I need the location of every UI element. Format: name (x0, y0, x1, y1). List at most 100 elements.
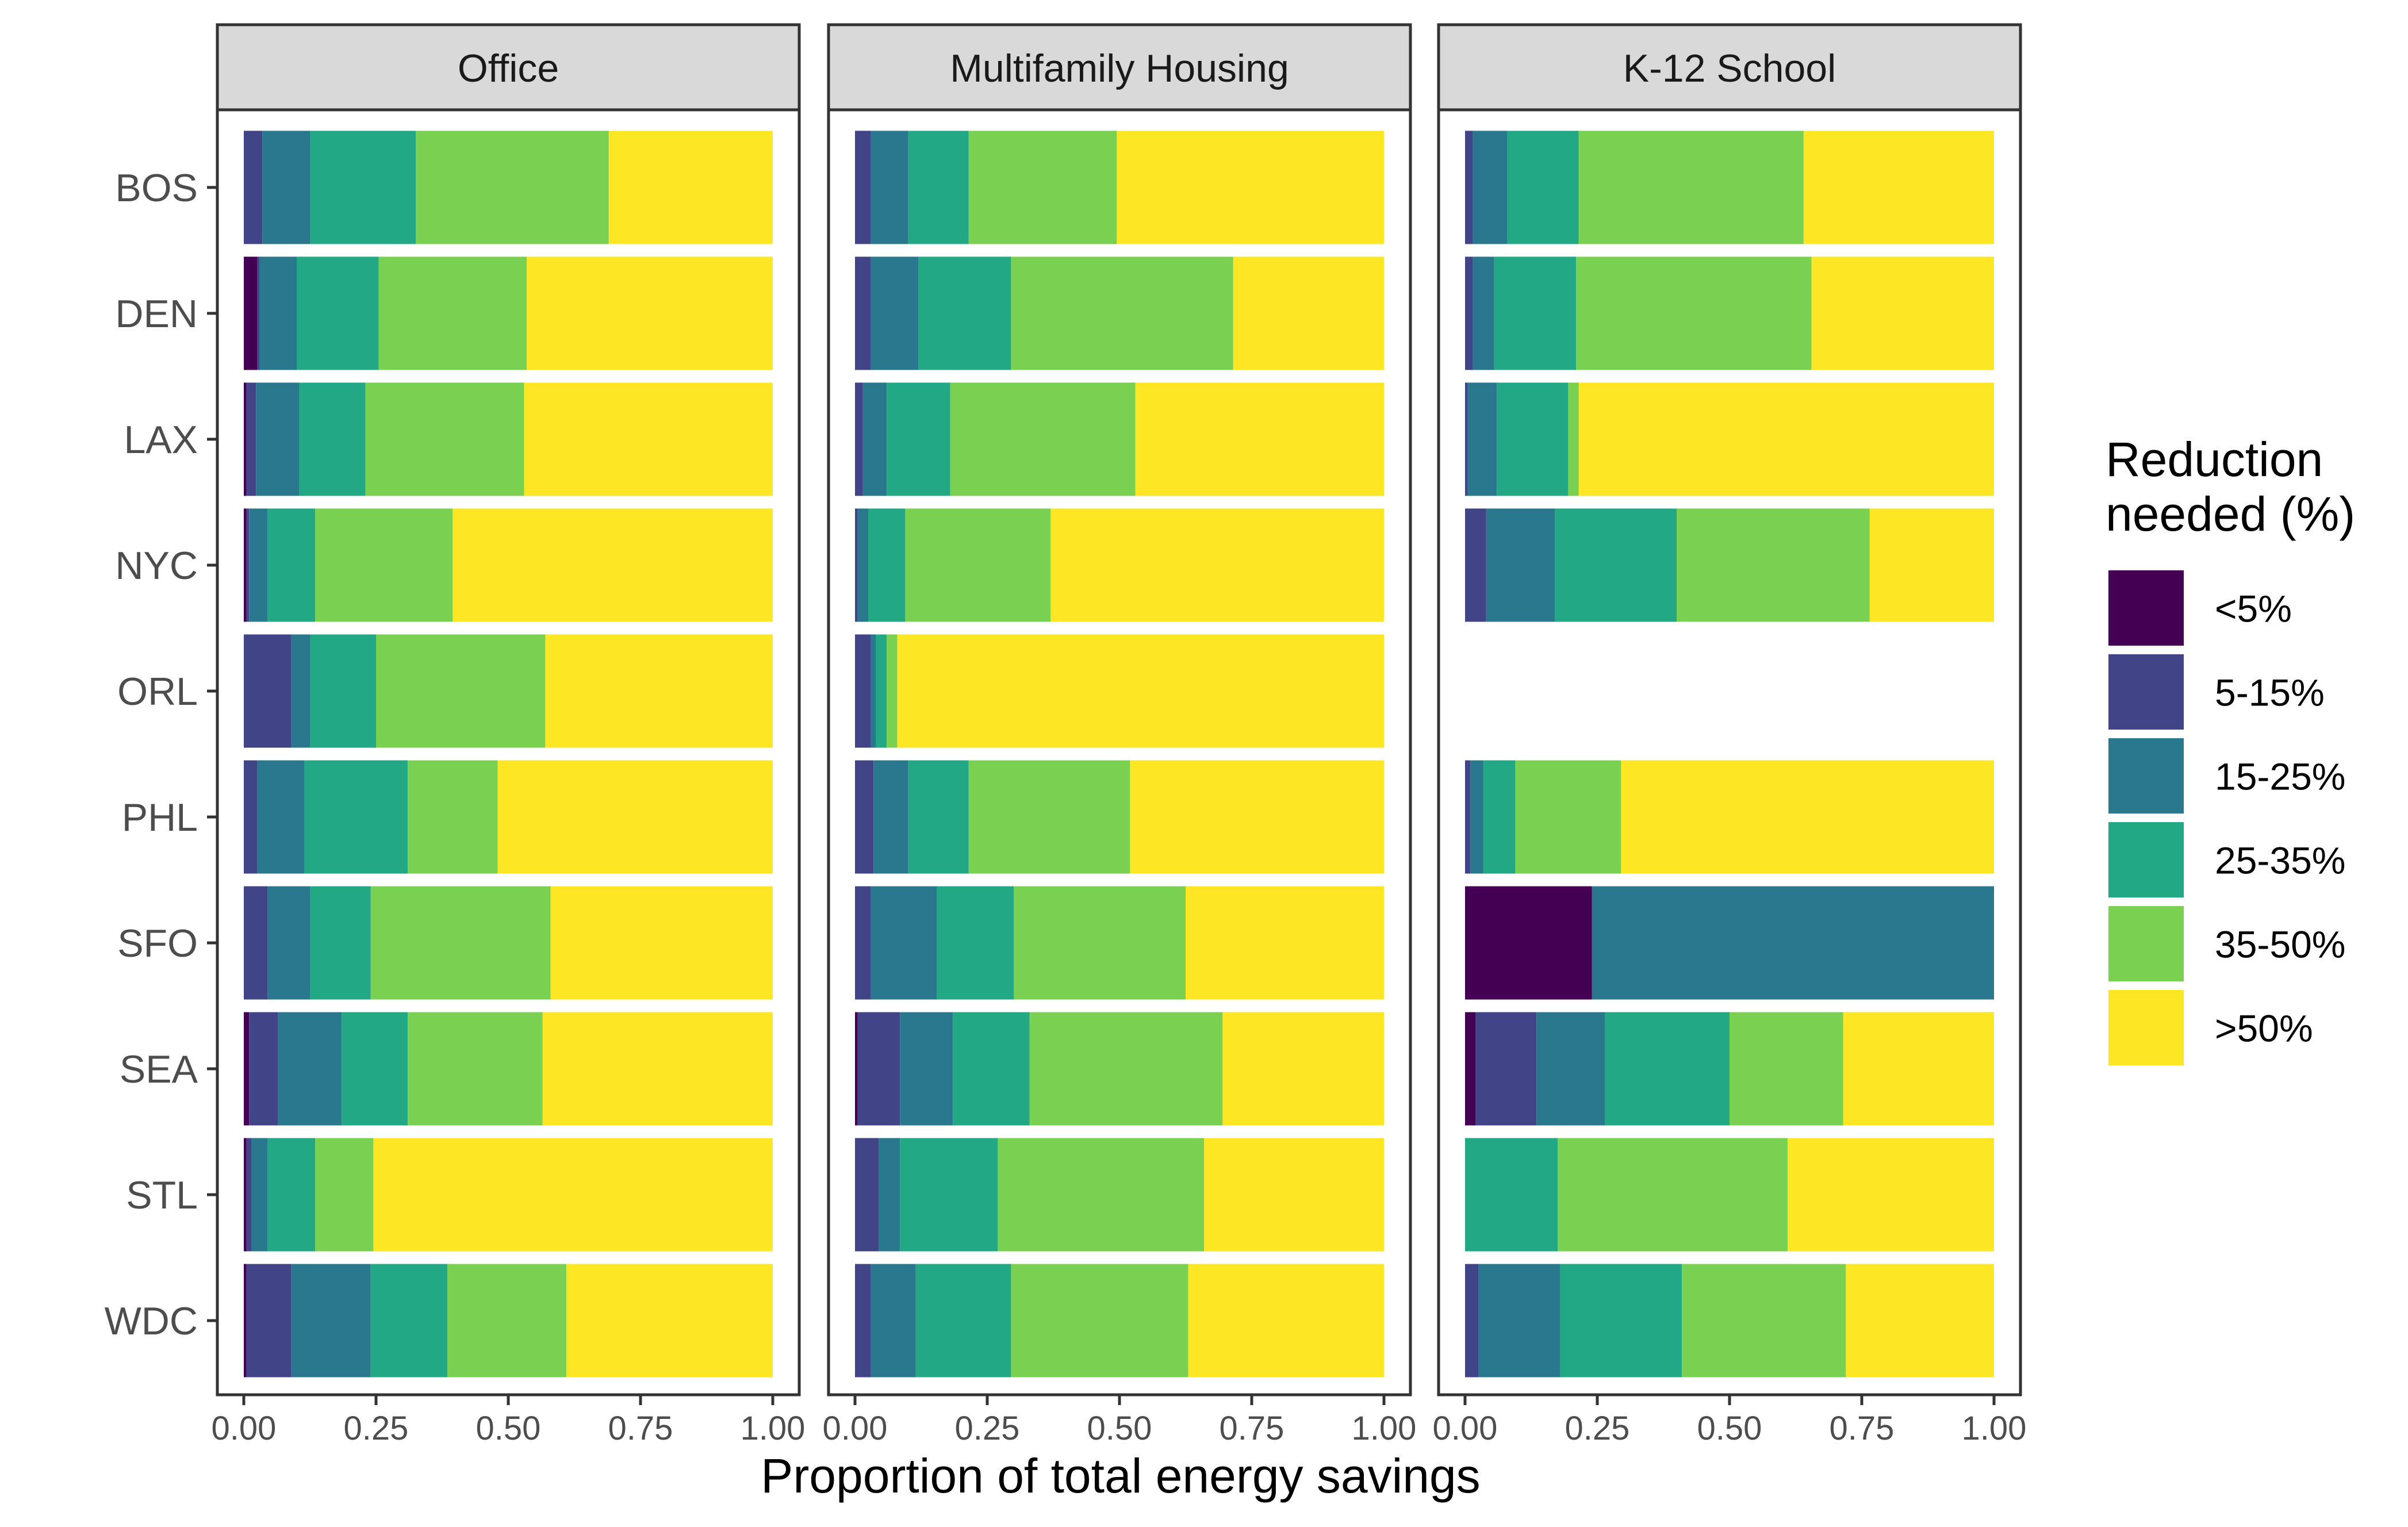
bar-segment (545, 634, 773, 748)
bar-segment (244, 1264, 247, 1378)
x-tick-label: 0.25 (1565, 1410, 1630, 1447)
bar-segment (876, 634, 887, 748)
bar-segment (1473, 256, 1494, 370)
bar-segment (1730, 1012, 1843, 1126)
bar-segment (1497, 382, 1569, 496)
bar-segment (408, 1012, 543, 1126)
bar-segment (257, 256, 260, 370)
y-tick-label: SEA (120, 1048, 198, 1091)
bar-segment (887, 382, 950, 496)
bar-segment (1130, 760, 1384, 874)
facet-title: Multifamily Housing (950, 47, 1289, 90)
legend-title: needed (%) (2106, 487, 2355, 541)
y-tick-label: LAX (124, 418, 198, 462)
legend-key (2108, 654, 2184, 730)
legend-item: 15-25% (2108, 738, 2346, 814)
bar-segment (900, 1138, 998, 1252)
bar-segment (862, 382, 887, 496)
bar-segment (246, 508, 250, 622)
bar-segment (1592, 886, 1994, 1000)
bar-segment (315, 508, 453, 622)
bar-segment (524, 382, 773, 496)
bar-segment (257, 760, 305, 874)
bar-segment (855, 634, 871, 748)
legend-label: 15-25% (2215, 755, 2346, 798)
bar-segment (1135, 382, 1384, 496)
bar-segment (871, 256, 919, 370)
bar-segment (968, 760, 1130, 874)
bar-segment (246, 382, 256, 496)
bar-segment (244, 131, 263, 244)
x-tick-label: 1.00 (1962, 1410, 2027, 1447)
x-tick-label: 0.75 (608, 1410, 673, 1447)
bar-segment (1011, 256, 1233, 370)
bar-segment (299, 382, 366, 496)
x-tick-label: 0.00 (212, 1410, 277, 1447)
bar-segment (1515, 760, 1621, 874)
legend-label: 25-35% (2215, 839, 2346, 882)
bar-segment (855, 1012, 858, 1126)
bar-segment (900, 1012, 953, 1126)
bar-segment (871, 131, 908, 244)
legend-title: Reduction (2106, 432, 2323, 486)
bar-segment (855, 256, 871, 370)
bar-segment (244, 382, 247, 496)
bar-segment (1677, 508, 1870, 622)
bar-segment (291, 634, 310, 748)
legend-item: 25-35% (2108, 822, 2346, 897)
bar-segment (1117, 131, 1384, 244)
bar-segment (871, 886, 937, 1000)
x-tick-label: 0.25 (344, 1410, 409, 1447)
bar-segment (315, 1138, 374, 1252)
bar-segment (249, 508, 268, 622)
y-tick-label: BOS (115, 166, 198, 210)
bar-segment (1576, 256, 1812, 370)
legend-key (2108, 906, 2184, 981)
bar-segment (244, 256, 257, 370)
bar-segment (855, 382, 863, 496)
bar-segment (291, 1264, 371, 1378)
bar-segment (1846, 1264, 1994, 1378)
bar-segment (855, 760, 874, 874)
bar-segment (1465, 131, 1473, 244)
bar-segment (262, 131, 310, 244)
bar-segment (1869, 508, 1994, 622)
bar-segment (244, 1012, 250, 1126)
bar-segment (1578, 382, 1994, 496)
bar-segment (566, 1264, 773, 1378)
bar-segment (1014, 886, 1186, 1000)
bar-segment (1186, 886, 1384, 1000)
bar-segment (1029, 1012, 1223, 1126)
bar-segment (908, 131, 969, 244)
bar-segment (1605, 1012, 1730, 1126)
x-tick-label: 0.75 (1220, 1410, 1284, 1447)
facet-strip (827, 23, 1412, 112)
bar-segment (297, 256, 379, 370)
y-tick-label: WDC (105, 1299, 198, 1343)
bar-segment (887, 634, 898, 748)
bar-segment (542, 1012, 773, 1126)
bar-segment (855, 131, 871, 244)
bar-segment (378, 256, 527, 370)
bar-segment (855, 1138, 879, 1252)
facet-panel: K-12 School 0.00 0.25 0.50 0.75 1.00 (1433, 23, 2027, 1447)
bar-segment (1465, 508, 1486, 622)
bar-segment (1467, 382, 1497, 496)
facet-title: K-12 School (1623, 47, 1836, 90)
bar-segment (1222, 1012, 1384, 1126)
x-tick-label: 0.75 (1830, 1410, 1895, 1447)
bar-segment (1465, 256, 1473, 370)
legend-key (2108, 822, 2184, 897)
bar-segment (857, 508, 868, 622)
bar-segment (1486, 508, 1555, 622)
bar-segment (1621, 760, 1994, 874)
x-tick-label: 0.00 (823, 1410, 888, 1447)
bar-segment (249, 1012, 278, 1126)
bar-segment (310, 634, 376, 748)
bar-segment (251, 1138, 268, 1252)
bar-segment (1204, 1138, 1384, 1252)
y-tick-label: SFO (117, 922, 198, 965)
facet-panel: Office 0.00 0.25 0.50 0.75 1.00 (212, 23, 805, 1447)
x-tick-label: 1.00 (1352, 1410, 1417, 1447)
bar-segment (1682, 1264, 1846, 1378)
